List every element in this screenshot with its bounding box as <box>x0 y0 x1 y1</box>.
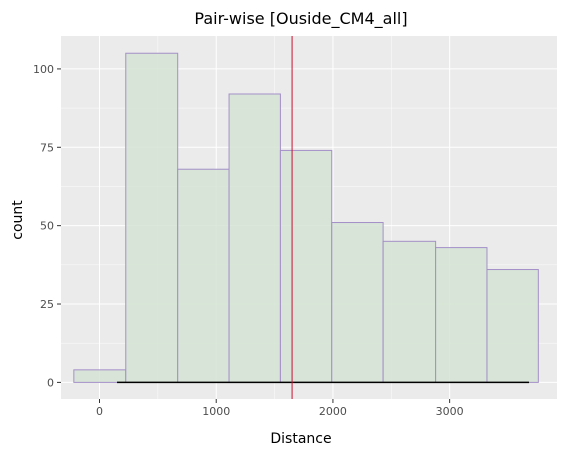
x-tick-label: 0 <box>96 405 103 418</box>
y-axis-ticks: 0 25 50 75 100 <box>33 63 61 389</box>
x-tick-label: 2000 <box>319 405 347 418</box>
x-axis-label: Distance <box>270 431 331 447</box>
histogram-bar-2 <box>125 52 179 383</box>
histogram-bar-4 <box>228 93 281 383</box>
y-tick-label: 25 <box>40 298 54 311</box>
x-tick-label: 1000 <box>202 405 230 418</box>
x-tick-label: 3000 <box>436 405 464 418</box>
y-tick-label: 75 <box>40 141 54 154</box>
histogram-bar-3 <box>177 168 230 383</box>
x-axis-ticks: 0 1000 2000 3000 <box>96 399 464 418</box>
histogram-bar-6 <box>331 222 384 383</box>
histogram-bar-7 <box>382 240 437 383</box>
histogram-bar-5 <box>279 149 333 383</box>
y-tick-label: 0 <box>47 376 54 389</box>
histogram-bar-1 <box>73 369 127 383</box>
histogram-bar-8 <box>435 247 488 383</box>
histogram-bar-9 <box>486 269 539 383</box>
y-axis-label: count <box>10 200 26 240</box>
y-tick-label: 50 <box>40 220 54 233</box>
chart-title: Pair-wise [Ouside_CM4_all] <box>194 9 407 29</box>
y-tick-label: 100 <box>33 63 54 76</box>
histogram-bars <box>73 52 539 383</box>
